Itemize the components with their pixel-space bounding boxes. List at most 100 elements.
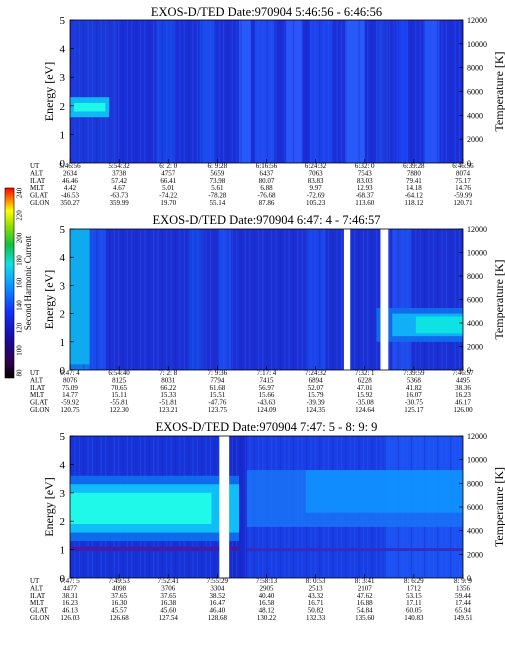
orbit-table-cell: 124.09: [257, 406, 277, 414]
heatmap-cell: [301, 229, 303, 370]
heatmap-cell: [345, 20, 365, 163]
heatmap-cell: [205, 229, 207, 370]
heatmap-cell: [402, 229, 404, 370]
heatmap-cell: [423, 229, 426, 370]
y2-axis-label: Temperature [K]: [492, 51, 505, 131]
orbit-table-cell: 3706: [161, 584, 176, 592]
orbit-table-cell: 37.65: [111, 592, 127, 600]
heatmap-cell: [104, 229, 107, 370]
orbit-table-cell: 4098: [112, 584, 127, 592]
y-axis-label: Energy [eV]: [42, 477, 56, 536]
heatmap-cell: [240, 20, 242, 163]
heatmap-band: [246, 548, 463, 552]
heatmap-cell: [192, 20, 194, 163]
y-tick-label: 1: [60, 545, 66, 557]
heatmap-cell: [96, 229, 98, 370]
orbit-table-cell: 7:47: 5: [60, 577, 80, 585]
orbit-table-cell: 79.41: [406, 177, 422, 185]
orbit-table-cell: 87.86: [259, 199, 275, 207]
heatmap-cell: [375, 229, 378, 370]
y-tick-label: 5: [60, 224, 66, 236]
heatmap-cell: [91, 20, 94, 163]
y-tick-label: 0: [60, 365, 66, 377]
heatmap-cell: [174, 20, 177, 163]
orbit-row-label: MLT: [30, 184, 45, 192]
orbit-table-cell: 8125: [112, 376, 127, 384]
heatmap-cell: [231, 229, 233, 370]
heatmap-band: [70, 546, 239, 552]
heatmap-cell: [83, 20, 85, 163]
orbit-table-cell: 7:52:41: [158, 577, 180, 585]
orbit-table-cell: 6:32: 0: [355, 162, 375, 170]
orbit-row-label: GLON: [30, 199, 49, 207]
y-tick-label: 0: [60, 573, 66, 585]
y-tick-label: 1: [60, 129, 66, 141]
orbit-table-cell: 4.67: [113, 184, 126, 192]
orbit-table-cell: 45.60: [160, 607, 176, 615]
heatmap-cell: [100, 229, 102, 370]
heatmap-cell: [187, 229, 190, 370]
orbit-table-cell: -39.39: [307, 399, 326, 407]
orbit-table-cell: 4.42: [64, 184, 77, 192]
heatmap-cell: [209, 229, 212, 370]
orbit-table-cell: 118.12: [404, 199, 423, 207]
heatmap-cell: [109, 20, 111, 163]
heatmap-cell: [450, 229, 452, 370]
y2-tick-label: 6000: [467, 88, 483, 97]
orbit-row-label: ALT: [30, 169, 44, 177]
heatmap-cell: [109, 229, 111, 370]
heatmap-cell: [161, 20, 163, 163]
orbit-table-cell: 5.61: [211, 184, 224, 192]
heatmap-cell: [396, 20, 408, 163]
heatmap-cell: [240, 436, 242, 578]
orbit-table-cell: 6: 9:28: [208, 162, 228, 170]
orbit-table-cell: 38.31: [62, 592, 78, 600]
heatmap-cell: [192, 229, 194, 370]
orbit-table-cell: 4477: [63, 584, 78, 592]
orbit-table-cell: 46.40: [210, 607, 226, 615]
orbit-row-label: GLON: [30, 614, 49, 622]
heatmap-cell: [275, 20, 277, 163]
heatmap-cell: [244, 229, 246, 370]
heatmap-cell: [74, 20, 76, 163]
y2-tick-label: 8000: [467, 64, 483, 73]
heatmap-cell: [389, 20, 391, 163]
y2-tick-label: 6000: [467, 503, 483, 512]
orbit-table-cell: 9.97: [310, 184, 323, 192]
y-tick-label: 4: [60, 252, 66, 264]
orbit-table-cell: 7:39:59: [403, 369, 425, 377]
orbit-row-label: GLAT: [30, 607, 49, 615]
heatmap-cell: [126, 229, 129, 370]
orbit-table-cell: 73.98: [210, 177, 226, 185]
orbit-table-cell: 126.03: [60, 614, 80, 622]
orbit-table-cell: 7415: [260, 376, 275, 384]
heatmap-cell: [275, 229, 277, 370]
heatmap-cell: [375, 20, 378, 163]
colorbar-tick-label: 240: [16, 187, 24, 198]
heatmap-cell: [371, 229, 373, 370]
orbit-table-cell: 7: 9:36: [208, 369, 228, 377]
heatmap-cell: [218, 20, 220, 163]
orbit-table-cell: 6894: [309, 376, 324, 384]
heatmap-cell: [214, 229, 216, 370]
orbit-table-cell: 45.57: [111, 607, 127, 615]
heatmap-cell: [415, 229, 417, 370]
heatmap-cell: [205, 20, 207, 163]
heatmap-cell: [297, 229, 299, 370]
heatmap-cell: [384, 20, 386, 163]
orbit-table-cell: 15.66: [259, 391, 275, 399]
heatmap-cell: [432, 20, 434, 163]
orbit-table-cell: 8076: [63, 376, 78, 384]
colorbar-tick-label: 80: [16, 369, 24, 377]
orbit-table-cell: -30.75: [405, 399, 424, 407]
heatmap-cell: [231, 20, 233, 163]
heatmap-cell: [209, 20, 212, 163]
data-gap: [380, 229, 389, 370]
heatmap-cell: [392, 229, 412, 370]
heatmap-cell: [87, 20, 89, 163]
heatmap-cell: [327, 229, 330, 370]
y-tick-label: 1: [60, 337, 66, 349]
heatmap-cell: [305, 20, 308, 163]
heatmap-cell: [139, 20, 142, 163]
heatmap-cell: [135, 229, 137, 370]
